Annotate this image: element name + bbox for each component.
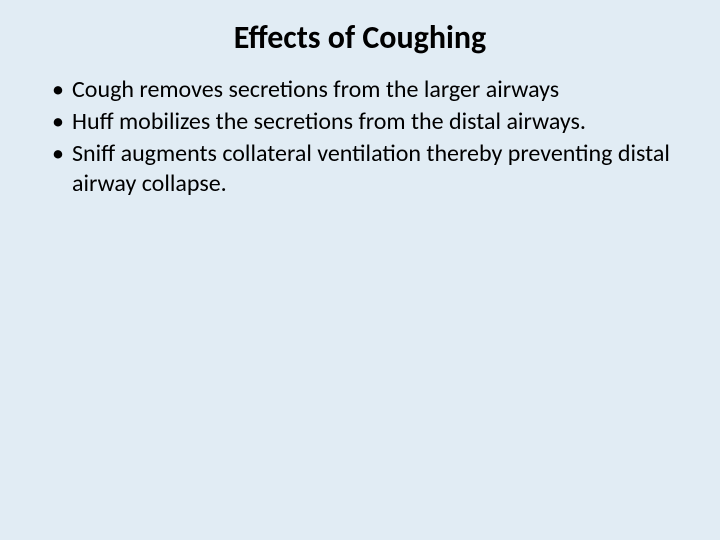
bullet-list: Cough removes secretions from the larger…: [40, 75, 680, 199]
list-item: Huff mobilizes the secretions from the d…: [50, 107, 680, 137]
list-item: Cough removes secretions from the larger…: [50, 75, 680, 105]
slide-title: Effects of Coughing: [40, 18, 680, 57]
slide: Effects of Coughing Cough removes secret…: [0, 0, 720, 540]
list-item: Sniff augments collateral ventilation th…: [50, 139, 680, 199]
bullet-text: Cough removes secretions from the larger…: [72, 75, 559, 104]
bullet-text: Huff mobilizes the secretions from the d…: [72, 107, 586, 136]
bullet-text: Sniff augments collateral ventilation th…: [72, 139, 670, 198]
